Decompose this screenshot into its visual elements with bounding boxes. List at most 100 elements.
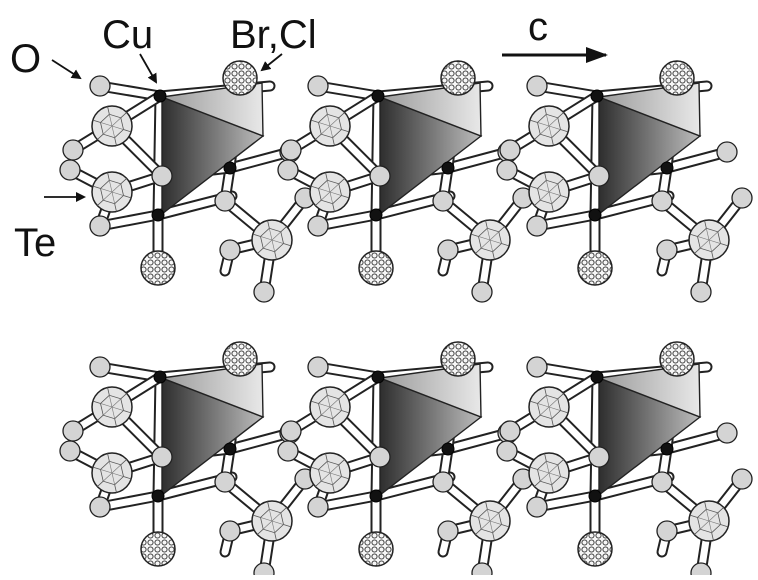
oxygen-atom bbox=[526, 75, 548, 97]
oxygen-atom bbox=[280, 139, 302, 161]
copper-atom bbox=[369, 208, 383, 222]
oxygen-atom bbox=[651, 190, 673, 212]
tellurium-facet-spoke bbox=[548, 398, 559, 408]
oxygen-atom bbox=[151, 446, 173, 468]
tellurium-facet-spoke bbox=[271, 231, 282, 241]
tellurium-facet-edge bbox=[107, 387, 110, 396]
tellurium-atom bbox=[528, 105, 570, 147]
tellurium-atom bbox=[469, 500, 511, 542]
oxygen-atom bbox=[731, 187, 753, 209]
oxygen-atom bbox=[214, 471, 236, 493]
cu-polyhedron-face bbox=[596, 82, 701, 138]
tellurium-facet-edge bbox=[544, 453, 547, 462]
tellurium-facet-spoke bbox=[548, 191, 552, 204]
tellurium-facet-edge bbox=[485, 501, 488, 510]
tellurium-facet-edge bbox=[551, 137, 554, 146]
cu-polyhedron-face bbox=[159, 82, 264, 138]
oxygen-atom bbox=[89, 75, 111, 97]
halogen-atom bbox=[659, 60, 695, 96]
oxygen-atom bbox=[369, 165, 391, 187]
tellurium-facet-edge bbox=[534, 133, 541, 140]
oxygen-atom bbox=[89, 215, 111, 237]
copper-atom bbox=[371, 89, 385, 103]
tellurium-facet-edge bbox=[341, 195, 350, 199]
copper-atom bbox=[660, 442, 674, 456]
tellurium-facet-spoke bbox=[489, 520, 502, 525]
oxygen-atom bbox=[307, 215, 329, 237]
halogen-atom bbox=[358, 531, 394, 567]
oxygen-atom bbox=[690, 562, 712, 580]
bond bbox=[154, 92, 164, 219]
tellurium-facet-spoke bbox=[708, 231, 719, 241]
tellurium-facet-spoke bbox=[102, 191, 113, 201]
cu-polyhedron-face bbox=[159, 363, 264, 419]
tellurium-facet-edge bbox=[280, 226, 287, 233]
oxygen-atom bbox=[526, 215, 548, 237]
halogen-atom bbox=[659, 341, 695, 377]
tellurium-facet-edge bbox=[332, 137, 335, 146]
tellurium-facet-edge bbox=[325, 387, 328, 396]
cu-polyhedron-face bbox=[377, 363, 482, 419]
tellurium-facet-edge bbox=[501, 524, 510, 528]
oxygen-atom bbox=[369, 446, 391, 468]
tellurium-facet-edge bbox=[470, 233, 479, 237]
tellurium-facet-spoke bbox=[320, 125, 331, 135]
tellurium-facet-spoke bbox=[478, 517, 491, 522]
tellurium-facet-edge bbox=[120, 178, 127, 185]
tellurium-facet-spoke bbox=[329, 125, 333, 138]
oxygen-atom bbox=[253, 281, 275, 303]
tellurium-facet-edge bbox=[557, 393, 564, 400]
tellurium-atom bbox=[91, 386, 133, 428]
tellurium-facet-edge bbox=[475, 247, 482, 254]
tellurium-facet-edge bbox=[534, 480, 541, 487]
oxygen-atom bbox=[62, 420, 84, 442]
tellurium-facet-spoke bbox=[708, 239, 712, 252]
tellurium-facet-edge bbox=[267, 501, 270, 510]
oxygen-atom bbox=[437, 239, 459, 261]
tellurium-facet-spoke bbox=[546, 180, 550, 193]
oxygen-atom bbox=[277, 159, 299, 181]
tellurium-facet-edge bbox=[557, 459, 564, 466]
tellurium-facet-edge bbox=[123, 195, 132, 199]
tellurium-facet-spoke bbox=[100, 188, 113, 193]
tellurium-atom bbox=[309, 386, 351, 428]
tellurium-atom bbox=[309, 171, 351, 213]
tellurium-facet-edge bbox=[341, 129, 350, 133]
oxygen-atom bbox=[499, 420, 521, 442]
tellurium-facet-edge bbox=[325, 453, 328, 462]
tellurium-facet-edge bbox=[492, 532, 495, 541]
oxygen-atom bbox=[526, 356, 548, 378]
tellurium-facet-spoke bbox=[329, 398, 340, 408]
tellurium-facet-spoke bbox=[271, 520, 284, 525]
tellurium-facet-edge bbox=[252, 514, 261, 518]
tellurium-facet-spoke bbox=[271, 512, 282, 522]
tellurium-facet-edge bbox=[114, 484, 117, 493]
polyhedron-layer bbox=[159, 82, 702, 497]
bond bbox=[372, 92, 382, 219]
copper-atom bbox=[371, 370, 385, 384]
tellurium-facet-edge bbox=[310, 400, 319, 404]
tellurium-facet-edge bbox=[529, 400, 538, 404]
tellurium-facet-edge bbox=[97, 480, 104, 487]
label-oxygen: O bbox=[10, 37, 41, 81]
tellurium-facet-edge bbox=[560, 476, 569, 480]
arrow-copper bbox=[139, 53, 157, 84]
tellurium-facet-edge bbox=[332, 418, 335, 427]
copper-atom bbox=[151, 489, 165, 503]
halogen-atom bbox=[358, 250, 394, 286]
tellurium-facet-spoke bbox=[329, 183, 340, 193]
tellurium-facet-edge bbox=[267, 220, 270, 229]
label-copper: Cu bbox=[102, 13, 153, 57]
oxygen-atom bbox=[731, 468, 753, 490]
tellurium-facet-spoke bbox=[318, 469, 331, 474]
tellurium-facet-spoke bbox=[697, 517, 710, 522]
oxygen-atom bbox=[219, 520, 241, 542]
oxygen-atom bbox=[59, 440, 81, 462]
tellurium-facet-spoke bbox=[548, 191, 561, 196]
oxygen-atom bbox=[89, 356, 111, 378]
copper-atom bbox=[660, 161, 674, 175]
tellurium-facet-edge bbox=[92, 400, 101, 404]
tellurium-atom bbox=[91, 171, 133, 213]
tellurium-atom bbox=[91, 452, 133, 494]
